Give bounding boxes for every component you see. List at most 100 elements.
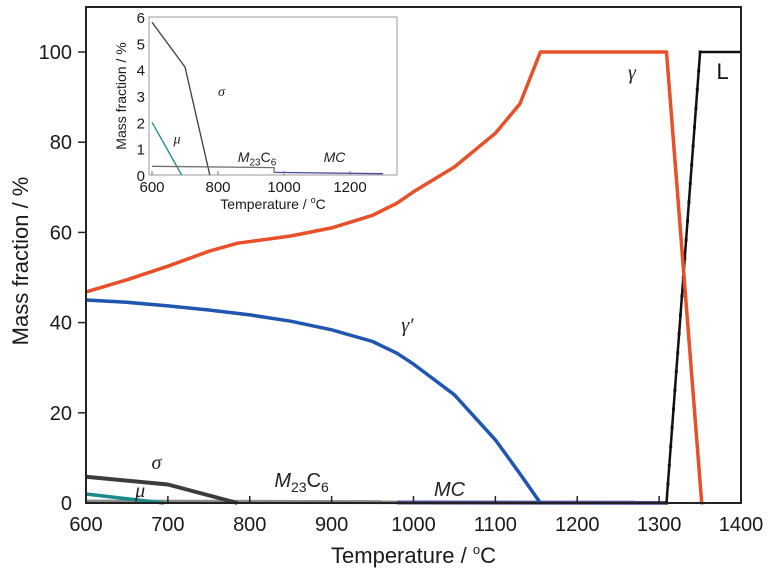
- series-gamma-marker: [688, 351, 692, 355]
- series-liquid-marker: [698, 50, 702, 54]
- series-gamma-marker: [681, 257, 685, 261]
- series-gamma-marker: [676, 200, 680, 204]
- series-gamma-marker: [679, 238, 683, 242]
- label-gamma: γ: [628, 62, 637, 84]
- y-tick-label: 0: [61, 493, 72, 515]
- inset-label-mc: MC: [324, 149, 347, 165]
- inset-series-sigma-line: [151, 21, 211, 176]
- series-gamma-marker: [666, 69, 670, 73]
- inset-series-mc-line: [274, 171, 384, 175]
- series-liquid-marker: [672, 407, 675, 411]
- series-liquid-marker: [666, 482, 670, 486]
- x-tick-label: 1200: [555, 514, 600, 536]
- series-gamma-marker: [684, 294, 688, 298]
- series-liquid-marker: [676, 351, 680, 355]
- inset-y-tick-label: 4: [137, 63, 145, 80]
- series-sigma-line: [85, 474, 239, 505]
- x-tick-label: 1100: [474, 514, 517, 536]
- series-liquid-marker: [673, 388, 677, 392]
- series-gamma-marker: [673, 163, 677, 167]
- series-gamma-marker: [669, 106, 673, 110]
- y-tick-label: 40: [50, 313, 72, 335]
- series-liquid-marker: [670, 426, 674, 430]
- label-mu: μ: [134, 480, 145, 502]
- series-gamma-marker: [670, 125, 674, 129]
- x-axis-title: Temperature / oC: [331, 542, 496, 568]
- series-liquid-marker: [667, 463, 671, 467]
- inset-x-tick-label: 1000: [267, 179, 300, 196]
- series-gamma-marker: [682, 276, 686, 279]
- series-gamma-marker: [692, 407, 696, 411]
- series-liquid-marker: [686, 219, 689, 223]
- inset-series-m23c6-line: [151, 165, 275, 173]
- inset-y-tick-label: 1: [137, 142, 145, 159]
- series-liquid-marker: [684, 238, 688, 242]
- series-liquid-marker: [697, 69, 701, 73]
- series-gamma-marker: [698, 482, 702, 486]
- series-gamma-marker: [685, 313, 689, 317]
- x-tick-label: 900: [315, 514, 348, 536]
- series-gamma-marker: [695, 445, 699, 449]
- series-liquid-marker: [687, 200, 691, 204]
- y-axis-title: Mass fraction / %: [8, 177, 33, 346]
- y-tick-label: 100: [39, 42, 72, 64]
- series-mu-line: [85, 492, 165, 505]
- inset-x-axis-title: Temperature / oC: [220, 195, 325, 212]
- inset-y-tick-label: 6: [137, 10, 145, 27]
- series-liquid-marker: [694, 106, 698, 110]
- series-liquid-marker: [695, 88, 699, 92]
- series-liquid-marker: [690, 163, 694, 167]
- series-liquid-marker: [677, 332, 681, 336]
- inset-y-tick-label: 5: [137, 36, 145, 53]
- series-gamma-prime-line: [85, 298, 542, 505]
- label-liquid: L: [716, 59, 728, 84]
- series-liquid-marker: [683, 257, 687, 261]
- series-liquid-marker: [669, 445, 673, 449]
- series-gamma-marker: [675, 182, 679, 185]
- inset-label-mu: μ: [172, 132, 180, 147]
- series-gamma-marker: [689, 370, 693, 373]
- inset-y-tick-label: 3: [137, 89, 145, 106]
- inset-plot: 600 800 1000 1200 0 1 2 3 4 5 6 Temperature / oC Mas…: [113, 10, 398, 212]
- series-gamma-marker: [694, 426, 698, 430]
- series-gamma-line: [85, 50, 704, 504]
- x-tick-label: 800: [233, 514, 266, 536]
- inset-frame: [148, 16, 398, 176]
- main-plot: 600 700 800 900 1000 1100 1200 1300 140002040608…: [8, 6, 764, 568]
- series-gamma-marker: [697, 463, 701, 467]
- inset-x-tick-label: 600: [139, 179, 164, 196]
- series-gamma-marker: [691, 388, 695, 392]
- label-m23c6: M23C6: [274, 470, 329, 495]
- x-tick-label: 1300: [637, 514, 682, 536]
- inset-y-tick-label: 2: [137, 115, 145, 132]
- label-mc: MC: [434, 479, 466, 501]
- y-tick-label: 60: [50, 222, 72, 244]
- series-gamma-marker: [667, 88, 671, 92]
- x-tick-label: 1000: [391, 514, 436, 536]
- series-liquid-marker: [679, 313, 682, 317]
- label-sigma: σ: [152, 452, 163, 474]
- series-gamma-marker: [678, 219, 682, 223]
- x-tick-label: 1400: [719, 514, 764, 536]
- y-tick-label: 80: [50, 132, 72, 154]
- y-tick-label: 20: [50, 403, 72, 425]
- series-gamma-marker: [672, 144, 676, 148]
- inset-x-tick-label: 1200: [333, 179, 366, 196]
- inset-x-tick-label: 800: [205, 179, 230, 196]
- label--: γ′: [401, 315, 414, 337]
- inset-label-sigma: σ: [218, 85, 226, 100]
- series-liquid-marker: [680, 294, 684, 298]
- series-liquid-marker: [693, 125, 696, 129]
- x-tick-label: 600: [69, 514, 102, 536]
- series-gamma-marker: [687, 332, 690, 336]
- series-liquid-marker: [691, 144, 695, 148]
- series-liquid-line: [665, 50, 741, 504]
- series-liquid-marker: [674, 370, 678, 373]
- inset-label-m23c6: M23C6: [238, 149, 277, 169]
- inset-y-axis-title: Mass fraction / %: [113, 42, 129, 149]
- x-tick-label: 700: [151, 514, 184, 536]
- series-gamma-marker: [665, 50, 668, 54]
- series-liquid-marker: [688, 182, 692, 185]
- inset-y-tick-label: 0: [137, 168, 145, 185]
